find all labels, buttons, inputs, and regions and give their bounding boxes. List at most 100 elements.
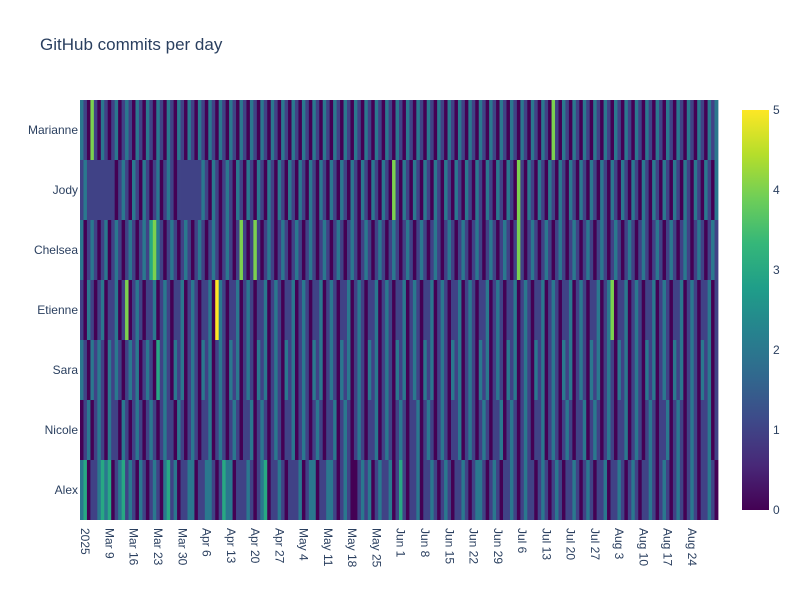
heatmap-cell <box>645 160 650 220</box>
heatmap-cell <box>173 100 178 160</box>
heatmap-cell <box>232 340 237 400</box>
heatmap-cell <box>575 160 580 220</box>
heatmap-cell <box>631 340 636 400</box>
heatmap-cell <box>256 400 261 460</box>
heatmap-cell <box>187 280 192 340</box>
heatmap-cell <box>437 160 442 220</box>
heatmap-cell <box>149 100 154 160</box>
heatmap-cell <box>426 220 431 280</box>
heatmap-cell <box>83 400 88 460</box>
heatmap-cell <box>378 100 383 160</box>
heatmap-cell <box>156 280 161 340</box>
heatmap-cell <box>270 160 275 220</box>
heatmap-cell <box>572 400 577 460</box>
heatmap-cell <box>600 280 604 340</box>
heatmap-cell <box>190 100 195 160</box>
x-tick-label: Mar 9 <box>102 528 116 559</box>
heatmap-cell <box>516 340 521 400</box>
x-tick-label: Jul 13 <box>539 528 553 560</box>
heatmap-cell <box>416 280 421 340</box>
heatmap-cell <box>620 160 625 220</box>
heatmap-cell <box>201 100 206 160</box>
heatmap-cell <box>686 340 691 400</box>
x-tick-label: Jun 1 <box>394 528 408 558</box>
heatmap-cell <box>184 400 188 460</box>
heatmap-cell <box>80 340 84 400</box>
heatmap-cell <box>93 220 98 280</box>
heatmap-cell <box>97 460 102 520</box>
heatmap-cell <box>170 400 175 460</box>
heatmap-cell <box>170 160 175 220</box>
heatmap-cell <box>263 280 268 340</box>
heatmap-cell <box>575 400 580 460</box>
heatmap-cell <box>471 280 476 340</box>
heatmap-cell <box>457 400 462 460</box>
heatmap-cell <box>478 340 483 400</box>
heatmap-cell <box>270 100 275 160</box>
heatmap-cell <box>582 280 587 340</box>
heatmap-cell <box>364 400 369 460</box>
heatmap-cell <box>399 340 403 400</box>
heatmap-cell <box>613 220 618 280</box>
heatmap-cell <box>367 340 372 400</box>
heatmap-cell <box>142 340 147 400</box>
heatmap-cell <box>482 280 487 340</box>
heatmap-cell <box>107 160 112 220</box>
x-tick-label: May 11 <box>321 528 335 567</box>
heatmap-cell <box>336 160 341 220</box>
heatmap-cell <box>665 160 670 220</box>
heatmap-cell <box>208 100 213 160</box>
heatmap-cell <box>648 460 653 520</box>
heatmap-cell <box>447 100 452 160</box>
heatmap-cell <box>381 220 386 280</box>
heatmap-cell <box>555 160 559 220</box>
heatmap-cell <box>541 340 546 400</box>
heatmap-cell <box>506 340 511 400</box>
heatmap-cell <box>253 340 258 400</box>
heatmap-cell <box>707 280 712 340</box>
heatmap-cell <box>464 220 469 280</box>
heatmap-cell <box>568 160 573 220</box>
heatmap-cell <box>454 100 459 160</box>
heatmap-cell <box>128 220 133 280</box>
heatmap-cell <box>204 220 209 280</box>
heatmap-cell <box>430 100 435 160</box>
heatmap-cell <box>326 400 331 460</box>
heatmap-cell <box>353 100 358 160</box>
heatmap-cell <box>468 100 473 160</box>
heatmap-cell <box>561 460 566 520</box>
heatmap-cell <box>461 460 466 520</box>
heatmap-cell <box>308 220 313 280</box>
heatmap-cell <box>253 220 258 280</box>
heatmap-cell <box>90 400 95 460</box>
heatmap-cell <box>371 460 376 520</box>
heatmap-cell <box>118 280 123 340</box>
heatmap-cell <box>301 280 306 340</box>
heatmap-cell <box>555 460 559 520</box>
heatmap-cell <box>246 400 251 460</box>
heatmap-cell <box>232 400 237 460</box>
heatmap-cell <box>270 280 275 340</box>
heatmap-cell <box>475 280 480 340</box>
heatmap-cell <box>437 460 442 520</box>
heatmap-cell <box>627 460 632 520</box>
heatmap-cell <box>520 400 525 460</box>
heatmap-cell <box>558 160 563 220</box>
heatmap-cell <box>561 160 566 220</box>
heatmap-cell <box>86 280 91 340</box>
heatmap-cell <box>305 340 310 400</box>
heatmap-cell <box>152 340 157 400</box>
heatmap-cell <box>173 220 178 280</box>
heatmap-cell <box>187 340 192 400</box>
heatmap-cell <box>565 280 570 340</box>
heatmap-cell <box>367 280 372 340</box>
heatmap-cell <box>197 460 202 520</box>
heatmap-cell <box>648 400 653 460</box>
heatmap-cell <box>558 220 563 280</box>
heatmap-cell <box>166 400 171 460</box>
heatmap-cell <box>652 460 656 520</box>
heatmap-cell <box>270 400 275 460</box>
heatmap-cell <box>371 100 376 160</box>
colorbar-tick-label: 5 <box>773 103 780 117</box>
heatmap-cell <box>589 460 594 520</box>
